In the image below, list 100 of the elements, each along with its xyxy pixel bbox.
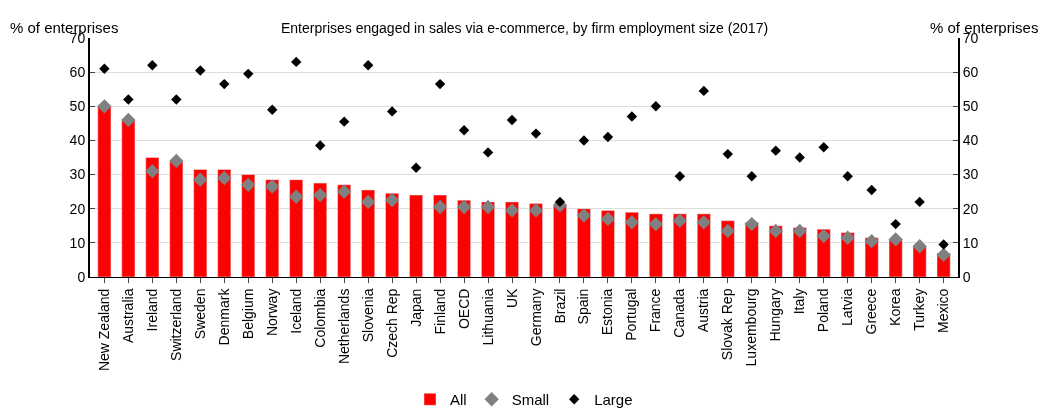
x-tick-label: Germany <box>527 288 544 347</box>
point <box>313 187 328 203</box>
y2-tick-label: 10 <box>962 234 979 251</box>
bar <box>313 182 328 277</box>
bar <box>121 119 136 277</box>
point <box>506 114 518 126</box>
x-tick-label: Italy <box>791 288 808 315</box>
y2-tick-label: 20 <box>962 200 979 217</box>
bar <box>217 169 232 277</box>
point <box>147 60 158 71</box>
point <box>530 128 542 139</box>
bar <box>337 184 352 277</box>
point <box>890 218 901 230</box>
point <box>195 65 206 76</box>
bar <box>409 194 423 277</box>
point <box>770 145 781 156</box>
legend-label: All <box>450 391 467 409</box>
point <box>938 239 949 250</box>
x-tick-label: Ireland <box>143 288 160 332</box>
point <box>936 247 951 262</box>
x-tick-label: Finland <box>431 288 448 335</box>
x-tick-label: Brazil <box>551 288 568 324</box>
point <box>97 99 112 114</box>
point <box>171 94 182 105</box>
x-tick-label: Norway <box>263 288 280 337</box>
x-tick-label: UK <box>503 287 520 309</box>
legend-label: Small <box>511 391 550 409</box>
point <box>243 68 254 80</box>
bar <box>145 157 160 277</box>
point <box>291 56 302 68</box>
point <box>576 208 592 223</box>
x-tick-label: Canada <box>671 288 688 338</box>
bar <box>193 169 208 277</box>
x-tick-label: New Zealand <box>95 288 112 372</box>
point <box>289 189 304 204</box>
y-tick-label: 40 <box>69 132 86 149</box>
bar <box>361 189 375 277</box>
point <box>193 172 208 187</box>
point <box>99 63 110 74</box>
y-tick-label: 50 <box>69 98 86 115</box>
y2-tick-label: 0 <box>962 268 971 285</box>
point <box>722 148 734 160</box>
point <box>792 223 807 239</box>
point <box>626 111 638 122</box>
point <box>746 171 757 182</box>
bar <box>481 201 495 277</box>
point <box>337 184 352 199</box>
point <box>602 131 614 143</box>
point <box>696 215 711 230</box>
point <box>456 199 472 215</box>
point <box>217 170 232 186</box>
point <box>482 147 494 158</box>
legend-label: Large <box>594 391 633 409</box>
point <box>698 85 710 97</box>
bar <box>577 208 591 277</box>
bar <box>529 203 543 277</box>
x-tick-label: Portugal <box>623 288 640 341</box>
bar <box>505 201 519 277</box>
x-tick-label: Mexico <box>935 288 952 333</box>
point <box>384 193 400 208</box>
y-tick-label: 10 <box>69 234 86 251</box>
point <box>267 104 278 115</box>
point <box>241 177 256 192</box>
x-tick-label: Hungary <box>767 288 784 342</box>
point <box>123 94 134 105</box>
bar <box>169 160 184 277</box>
point <box>866 184 877 196</box>
bar <box>97 106 112 277</box>
point <box>504 203 520 218</box>
point <box>914 196 925 208</box>
point <box>145 164 160 179</box>
point <box>314 140 326 151</box>
point <box>624 215 640 230</box>
y2-tick-label: 50 <box>962 98 979 115</box>
x-tick-label: Korea <box>887 288 904 326</box>
x-tick-label: Austria <box>695 288 712 333</box>
bar <box>744 222 759 277</box>
point <box>434 78 446 90</box>
point <box>864 234 879 249</box>
bar <box>241 174 256 277</box>
x-tick-label: Japan <box>407 288 424 327</box>
point <box>169 153 184 169</box>
x-tick-label: Iceland <box>287 288 304 334</box>
x-tick-label: Sweden <box>191 288 208 340</box>
x-tick-label: Lithuania <box>479 288 496 346</box>
y2-tick-label: 40 <box>962 132 979 149</box>
x-tick-label: Spain <box>575 288 592 325</box>
y2-tick-label: 60 <box>962 64 979 81</box>
point <box>672 213 688 228</box>
point <box>121 112 136 128</box>
bar <box>385 193 399 277</box>
x-tick-label: France <box>647 288 664 333</box>
x-tick-label: OECD <box>455 288 472 330</box>
x-tick-label: Greece <box>863 288 880 335</box>
y-tick-label: 30 <box>69 166 86 183</box>
point <box>648 216 664 232</box>
y-tick-label: 0 <box>77 268 86 285</box>
point <box>650 101 662 112</box>
x-tick-label: Switzerland <box>167 288 184 361</box>
y-tick-label: 20 <box>69 200 86 217</box>
